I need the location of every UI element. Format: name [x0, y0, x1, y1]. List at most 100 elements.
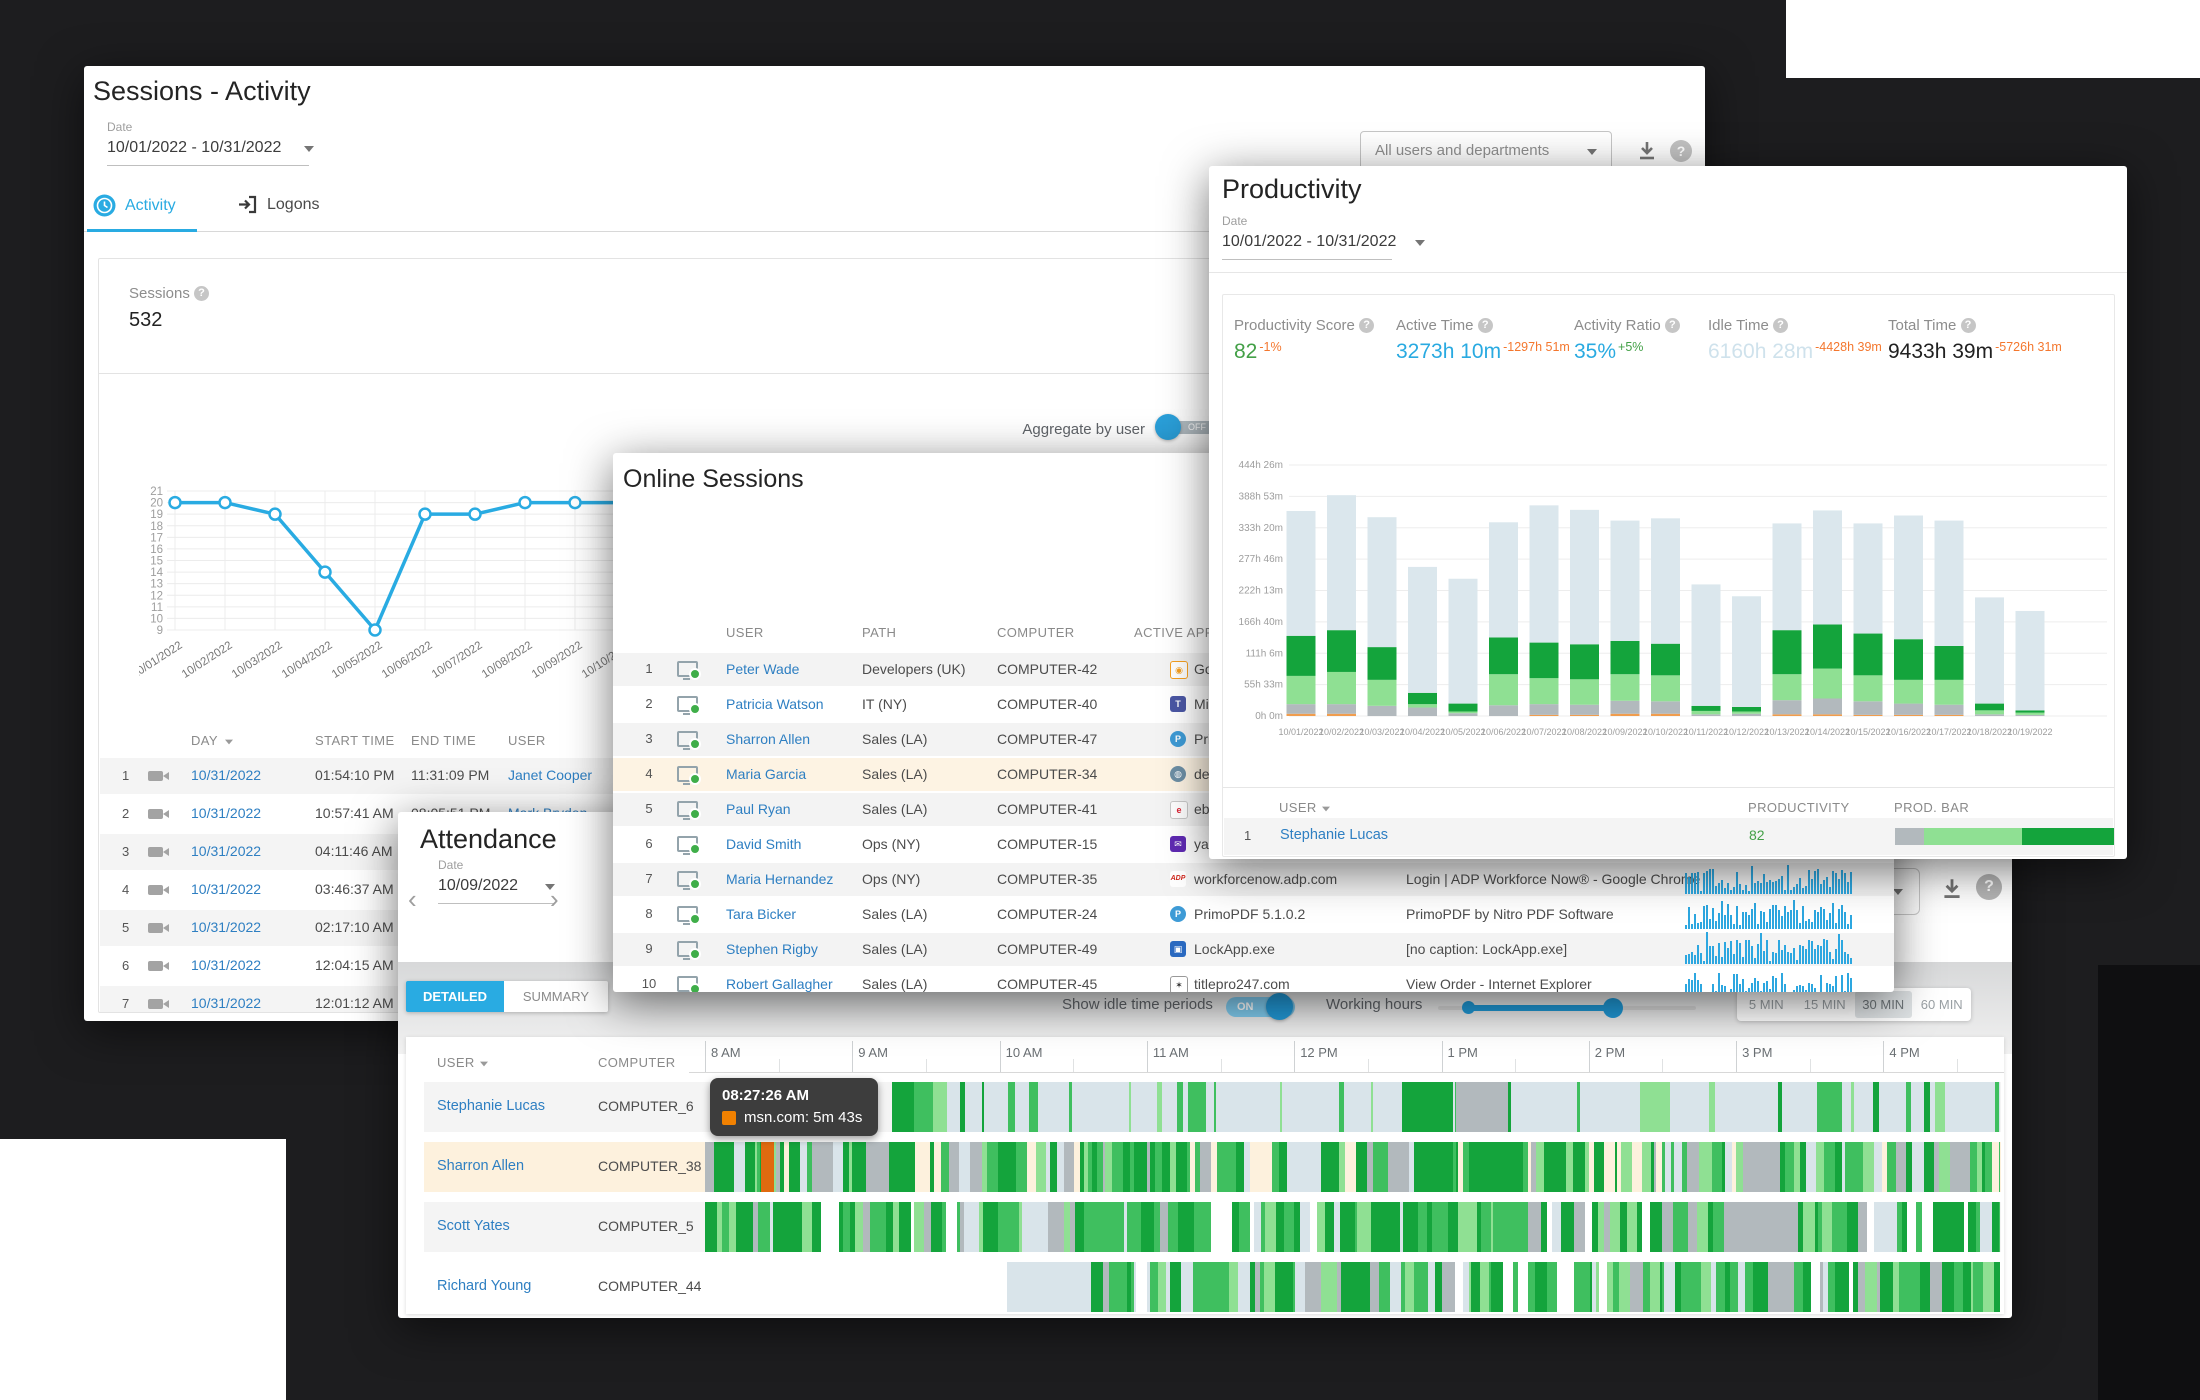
- active-app-name[interactable]: PrimoPDF 5.1.0.2: [1194, 906, 1306, 922]
- bar-segment-productive[interactable]: [1408, 692, 1437, 705]
- data-point[interactable]: [418, 507, 432, 521]
- bar-segment-neutral[interactable]: [1610, 700, 1640, 714]
- camera-icon[interactable]: [148, 961, 169, 971]
- attendance-activity-bar[interactable]: [705, 1142, 2000, 1192]
- bar-segment-idle[interactable]: [1570, 509, 1599, 645]
- users-filter-dropdown[interactable]: All users and departments: [1360, 131, 1612, 171]
- help-icon[interactable]: ?: [1664, 318, 1680, 333]
- bar-segment-semi_productive[interactable]: [1813, 668, 1842, 699]
- bar-segment-semi_productive[interactable]: [1610, 674, 1640, 701]
- bar-segment-idle[interactable]: [1732, 596, 1761, 707]
- working-hours-slider[interactable]: [1438, 997, 1698, 1019]
- bar-segment-unproductive[interactable]: [1610, 713, 1640, 716]
- online-user-link[interactable]: David Smith: [726, 836, 802, 852]
- help-icon[interactable]: ?: [1960, 318, 1976, 333]
- session-day-link[interactable]: 10/31/2022: [191, 843, 262, 859]
- online-user-link[interactable]: Peter Wade: [726, 661, 800, 677]
- bar-segment-neutral[interactable]: [1853, 701, 1883, 715]
- camera-icon[interactable]: [148, 771, 169, 781]
- bar-segment-idle[interactable]: [1408, 566, 1437, 693]
- bar-segment-neutral[interactable]: [1975, 714, 2004, 716]
- column-header-day[interactable]: DAY: [191, 733, 234, 748]
- attendance-user-link[interactable]: Stephanie Lucas: [437, 1098, 546, 1114]
- bar-segment-productive[interactable]: [2015, 710, 2045, 713]
- session-day-link[interactable]: 10/31/2022: [191, 881, 262, 897]
- help-icon[interactable]: ?: [1359, 318, 1375, 333]
- aggregate-toggle[interactable]: OFF: [1155, 411, 1225, 441]
- data-point[interactable]: [568, 495, 582, 510]
- prev-day-chevron[interactable]: ‹: [408, 884, 417, 914]
- bar-segment-neutral[interactable]: [1651, 701, 1680, 714]
- bar-segment-neutral[interactable]: [1367, 705, 1397, 716]
- interval-button-60-min[interactable]: 60 MIN: [1920, 997, 1963, 1012]
- help-icon[interactable]: ?: [1773, 318, 1789, 333]
- bar-segment-semi_productive[interactable]: [1651, 675, 1680, 702]
- bar-segment-unproductive[interactable]: [1772, 714, 1802, 716]
- bar-segment-productive[interactable]: [1934, 645, 1964, 680]
- bar-segment-productive[interactable]: [1732, 706, 1761, 712]
- bar-segment-productive[interactable]: [1772, 630, 1802, 675]
- bar-segment-neutral[interactable]: [1408, 707, 1437, 716]
- download-icon[interactable]: [1636, 139, 1658, 163]
- help-icon[interactable]: ?: [194, 286, 210, 301]
- bar-segment-neutral[interactable]: [1772, 700, 1802, 715]
- online-user-link[interactable]: Maria Garcia: [726, 766, 807, 782]
- slider-handle-right[interactable]: [1603, 998, 1623, 1018]
- online-user-link[interactable]: Patricia Watson: [726, 696, 824, 712]
- bar-segment-productive[interactable]: [1813, 624, 1842, 669]
- bar-segment-idle[interactable]: [1367, 517, 1397, 648]
- tab-summary[interactable]: SUMMARY: [504, 981, 608, 1012]
- bar-segment-idle[interactable]: [1772, 523, 1802, 631]
- bar-segment-idle[interactable]: [1894, 515, 1923, 640]
- bar-segment-neutral[interactable]: [1894, 703, 1923, 715]
- bar-segment-unproductive[interactable]: [1813, 714, 1842, 716]
- online-user-link[interactable]: Robert Gallagher: [726, 976, 833, 992]
- camera-icon[interactable]: [148, 885, 169, 895]
- bar-segment-neutral[interactable]: [1691, 714, 1721, 716]
- bar-segment-productive[interactable]: [1327, 630, 1356, 672]
- bar-segment-unproductive[interactable]: [1934, 714, 1964, 716]
- bar-segment-neutral[interactable]: [1448, 713, 1478, 716]
- bar-segment-idle[interactable]: [2015, 610, 2045, 711]
- interval-button-5-min[interactable]: 5 MIN: [1748, 997, 1784, 1012]
- help-icon[interactable]: ?: [1670, 140, 1692, 162]
- bar-segment-idle[interactable]: [1448, 578, 1478, 704]
- data-point[interactable]: [318, 565, 332, 579]
- data-point[interactable]: [368, 623, 382, 637]
- bar-segment-semi_productive[interactable]: [1772, 674, 1802, 701]
- bar-segment-semi_productive[interactable]: [1408, 704, 1437, 708]
- column-header-user[interactable]: USER: [1279, 800, 1331, 815]
- bar-segment-semi_productive[interactable]: [1489, 674, 1518, 706]
- bar-segment-productive[interactable]: [1570, 644, 1599, 680]
- camera-icon[interactable]: [148, 923, 169, 933]
- active-app-name[interactable]: LockApp.exe: [1194, 941, 1275, 957]
- attendance-activity-bar[interactable]: [892, 1082, 2000, 1132]
- date-range-picker[interactable]: Date 10/01/2022 - 10/31/2022: [1222, 214, 1425, 260]
- bar-segment-idle[interactable]: [1610, 520, 1640, 641]
- bar-segment-neutral[interactable]: [1489, 705, 1518, 716]
- bar-segment-neutral[interactable]: [1286, 704, 1316, 714]
- session-day-link[interactable]: 10/31/2022: [191, 957, 262, 973]
- bar-segment-semi_productive[interactable]: [1894, 679, 1923, 704]
- help-icon[interactable]: ?: [1477, 318, 1493, 333]
- camera-icon[interactable]: [148, 847, 169, 857]
- bar-segment-neutral[interactable]: [2015, 714, 2045, 716]
- date-range-picker[interactable]: Date 10/01/2022 - 10/31/2022: [107, 120, 314, 166]
- bar-segment-productive[interactable]: [1448, 703, 1478, 712]
- bar-segment-unproductive[interactable]: [1286, 713, 1316, 716]
- bar-segment-semi_productive[interactable]: [1327, 671, 1356, 705]
- bar-segment-productive[interactable]: [1691, 705, 1721, 711]
- session-day-link[interactable]: 10/31/2022: [191, 919, 262, 935]
- interval-button-30-min[interactable]: 30 MIN: [1854, 991, 1912, 1018]
- bar-segment-semi_productive[interactable]: [1448, 711, 1478, 714]
- bar-segment-semi_productive[interactable]: [1367, 679, 1397, 706]
- bar-segment-productive[interactable]: [1367, 647, 1397, 680]
- bar-segment-productive[interactable]: [1894, 639, 1923, 680]
- tab-detailed[interactable]: DETAILED: [406, 981, 504, 1012]
- date-picker[interactable]: Date 10/09/2022: [438, 858, 555, 904]
- bar-segment-semi_productive[interactable]: [2015, 712, 2045, 715]
- bar-segment-idle[interactable]: [1327, 495, 1356, 631]
- attendance-user-link[interactable]: Sharron Allen: [437, 1158, 525, 1174]
- bar-segment-unproductive[interactable]: [1570, 714, 1599, 716]
- active-app-name[interactable]: titlepro247.com: [1194, 976, 1290, 992]
